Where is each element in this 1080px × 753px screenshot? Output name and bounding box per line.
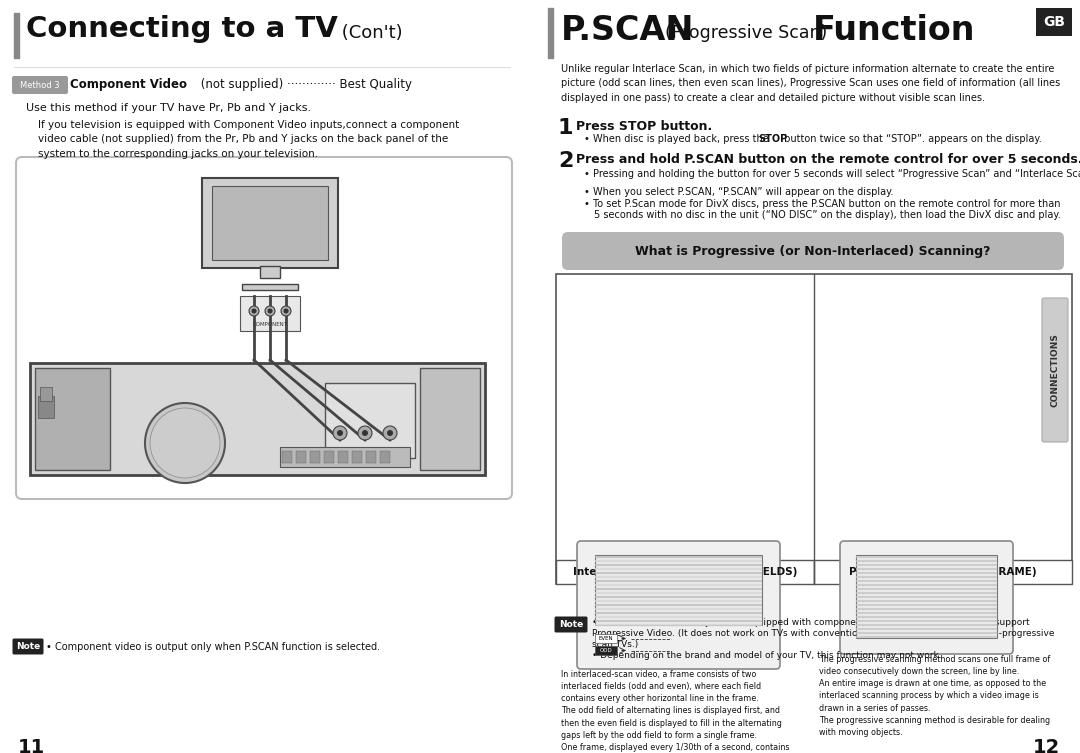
Text: Component Video: Component Video [70,78,187,91]
Bar [242,284,298,290]
Bar [548,8,553,58]
Text: Interlaced Scan (1 FRAME = 2 FIELDS): Interlaced Scan (1 FRAME = 2 FIELDS) [572,567,797,577]
Circle shape [281,306,291,316]
Bar [38,396,54,418]
Bar [380,451,390,463]
Bar [338,451,348,463]
Text: Method 3: Method 3 [21,81,59,90]
Text: • Pressing and holding the button for over 5 seconds will select “Progressive Sc: • Pressing and holding the button for ov… [584,169,1080,179]
Text: • This function works only on TVs equipped with component video inputs (Y, Pr, P: • This function works only on TVs equipp… [592,618,1029,627]
Text: (not supplied) ············· Best Quality: (not supplied) ············· Best Qualit… [197,78,411,91]
Bar [282,451,292,463]
FancyBboxPatch shape [562,232,1064,270]
Bar [1036,8,1072,36]
Bar [366,451,376,463]
Text: COMPONENT: COMPONENT [253,322,287,327]
Bar [296,451,306,463]
Bar [240,296,300,331]
FancyBboxPatch shape [840,541,1013,654]
FancyBboxPatch shape [577,541,780,669]
Text: What is Progressive (or Non-Interlaced) Scanning?: What is Progressive (or Non-Interlaced) … [635,245,990,258]
Bar [595,634,617,643]
Text: STOP: STOP [758,134,787,144]
Circle shape [357,426,372,440]
Bar [30,363,485,475]
Text: (Con't): (Con't) [336,24,403,42]
Bar [202,178,338,268]
Text: Press and hold P.SCAN button on the remote control for over 5 seconds.: Press and hold P.SCAN button on the remo… [576,153,1080,166]
Bar [595,555,762,625]
FancyBboxPatch shape [12,76,68,94]
Text: CONNECTIONS: CONNECTIONS [1051,333,1059,407]
Text: P.SCAN: P.SCAN [561,14,694,47]
Text: In interlaced-scan video, a frame consists of two
interlaced fields (odd and eve: In interlaced-scan video, a frame consis… [561,670,793,753]
Text: • When disc is played back, press the: • When disc is played back, press the [584,134,772,144]
FancyBboxPatch shape [16,157,512,499]
Text: Note: Note [16,642,40,651]
Bar [260,266,280,278]
Circle shape [333,426,347,440]
Bar [212,186,328,260]
Circle shape [150,408,220,478]
Text: Note: Note [558,620,583,629]
Circle shape [265,306,275,316]
Circle shape [252,309,257,313]
Bar [35,368,110,470]
Circle shape [383,426,397,440]
Text: If you television is equipped with Component Video inputs,connect a component
vi: If you television is equipped with Compo… [38,120,459,159]
Text: GB: GB [1043,15,1065,29]
Text: Progressive Video. (It does not work on TVs with conventional component inputs, : Progressive Video. (It does not work on … [592,629,1054,638]
Bar [595,646,617,655]
Text: button twice so that “STOP”. appears on the display.: button twice so that “STOP”. appears on … [781,134,1042,144]
Text: scan TVs.): scan TVs.) [592,640,638,649]
Text: Press STOP button.: Press STOP button. [576,120,712,133]
Text: • When you select P.SCAN, “P.SCAN” will appear on the display.: • When you select P.SCAN, “P.SCAN” will … [584,187,893,197]
Bar [556,560,814,584]
Circle shape [362,430,368,436]
Text: (Progressive Scan): (Progressive Scan) [665,24,827,42]
Circle shape [268,309,272,313]
Bar [280,447,410,467]
Text: • To set P.Scan mode for DivX discs, press the P.SCAN button on the remote contr: • To set P.Scan mode for DivX discs, pre… [584,199,1061,209]
Text: ODD: ODD [599,648,612,653]
Circle shape [249,306,259,316]
Bar [556,274,1072,584]
Circle shape [387,430,393,436]
Text: 2: 2 [558,151,573,171]
Text: 1: 1 [558,118,573,138]
Bar [324,451,334,463]
FancyBboxPatch shape [13,639,43,654]
Circle shape [283,309,288,313]
Text: EVEN: EVEN [598,636,613,641]
Bar [352,451,362,463]
Text: 12: 12 [1032,738,1059,753]
Text: Use this method if your TV have Pr, Pb and Y jacks.: Use this method if your TV have Pr, Pb a… [26,103,311,113]
Bar [325,383,415,458]
Text: Progressive Scan (FULL FRAME): Progressive Scan (FULL FRAME) [849,567,1037,577]
Text: 5 seconds with no disc in the unit (“NO DISC” on the display), then load the Div: 5 seconds with no disc in the unit (“NO … [594,210,1061,220]
FancyBboxPatch shape [554,617,588,633]
Bar [814,560,1072,584]
Text: • Component video is output only when P.SCAN function is selected.: • Component video is output only when P.… [46,642,380,651]
Text: The progressive scanning method scans one full frame of
video consecutively down: The progressive scanning method scans on… [819,655,1050,737]
Bar [310,451,320,463]
Bar [856,555,997,638]
Text: 11: 11 [18,738,45,753]
Text: Unlike regular Interlace Scan, in which two fields of picture information altern: Unlike regular Interlace Scan, in which … [561,64,1061,103]
FancyBboxPatch shape [1042,298,1068,442]
Bar [420,368,480,470]
Text: Connecting to a TV: Connecting to a TV [26,15,338,43]
Bar [14,13,19,58]
Text: Function: Function [813,14,975,47]
Circle shape [337,430,343,436]
Text: • Depending on the brand and model of your TV, this function may not work.: • Depending on the brand and model of yo… [592,651,942,660]
Bar [40,387,52,401]
Circle shape [145,403,225,483]
